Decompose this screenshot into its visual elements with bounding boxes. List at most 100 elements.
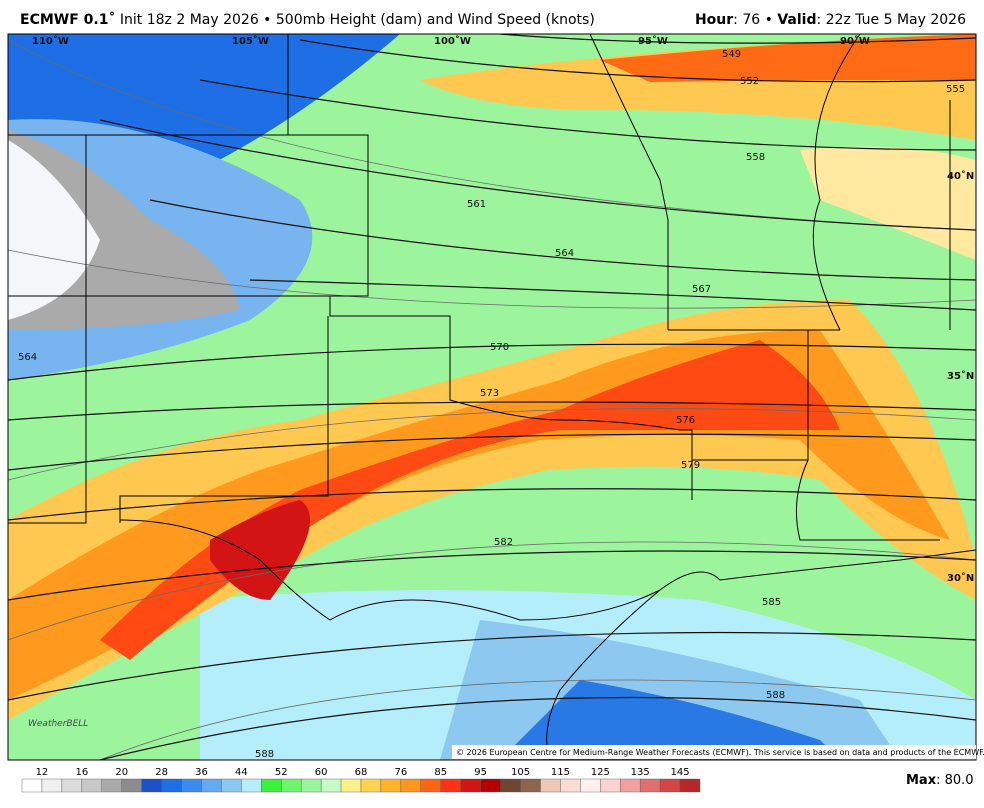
contour-label: 561: [467, 199, 486, 210]
blue3: [500, 680, 840, 760]
longitude-label: 95˚W: [638, 35, 668, 47]
colorbar-swatch: [21, 778, 43, 793]
jet-core: [210, 500, 310, 600]
contour-label: 564: [18, 352, 37, 363]
colorbar-label: 125: [591, 767, 610, 778]
colorbar-swatch: [540, 778, 561, 793]
colorbar-label: 28: [155, 767, 168, 778]
contour-label: 564: [555, 248, 574, 259]
colorbar-swatch: [580, 778, 601, 793]
contour-label: 570: [490, 342, 509, 353]
contour-label: 555: [946, 84, 965, 95]
colorbar-swatch: [360, 778, 382, 793]
valid-label: Valid: [777, 12, 817, 28]
colorbar-label: 16: [75, 767, 88, 778]
colorbar-label: 85: [434, 767, 447, 778]
colorbar-swatch: [161, 778, 182, 793]
borders: [8, 34, 976, 760]
model: ECMWF 0.1˚: [20, 12, 116, 28]
colorbar-swatch: [101, 778, 122, 793]
latitude-label: 35˚N: [947, 370, 974, 382]
colorbar-swatch: [320, 778, 342, 793]
contour-label: 558: [746, 152, 765, 163]
colorbar-swatch: [141, 778, 162, 793]
colorbar-swatch: [440, 778, 461, 793]
colorbar-swatch: [241, 778, 262, 793]
latitude-label: 30˚N: [947, 572, 974, 584]
contour-label: 552: [740, 76, 759, 87]
colorbar-label: 60: [315, 767, 328, 778]
header-left: ECMWF 0.1˚ Init 18z 2 May 2026 • 500mb H…: [20, 12, 595, 28]
colorbar-swatch: [600, 778, 621, 793]
max: Max: 80.0: [906, 773, 974, 788]
colorbar-label: 135: [631, 767, 650, 778]
longitude-label: 90˚W: [840, 35, 870, 47]
colorbar-swatch: [221, 778, 242, 793]
colorbar-swatch: [460, 778, 481, 793]
colorbar-label: 52: [275, 767, 288, 778]
streamline: [8, 541, 976, 641]
contour-label: 573: [480, 388, 499, 399]
colorbar-swatch: [300, 778, 322, 793]
latitude-label: 40˚N: [947, 170, 974, 182]
copyright-bg: [452, 745, 976, 759]
colorbar-swatch: [340, 778, 362, 793]
map-frame: [7, 33, 977, 761]
colorbar-swatch: [81, 778, 102, 793]
contour-label: 549: [722, 49, 741, 60]
hour-label: Hour: [694, 12, 734, 28]
colorbar-swatch: [620, 778, 641, 793]
ne-yellow: [800, 146, 976, 260]
blue2: [8, 34, 100, 120]
colorbar-swatch: [61, 778, 83, 793]
contours: [8, 34, 976, 760]
max-label: Max: [906, 773, 937, 788]
colorbar-swatch: [181, 778, 202, 793]
colorbar-label: 68: [355, 767, 368, 778]
max-value: : 80.0: [936, 773, 973, 788]
colorbar-swatch: [420, 778, 441, 793]
colorbar-label: 76: [395, 767, 408, 778]
colorbar-label: 36: [195, 767, 208, 778]
colorbar-swatch: [480, 778, 501, 793]
colorbar-swatch: [639, 778, 661, 793]
colorbar-label: 12: [36, 767, 49, 778]
colorbar-swatch: [261, 778, 282, 793]
contour-label: 588: [766, 690, 785, 701]
wind-field: [8, 34, 976, 760]
colorbar-swatch: [380, 778, 402, 793]
colorbar-label: 115: [551, 767, 570, 778]
contour-label: 582: [494, 537, 513, 548]
colorbar-swatch: [201, 778, 222, 793]
colorbar-swatch: [659, 778, 681, 793]
contour-label: 567: [692, 284, 711, 295]
colorbar-label: 20: [115, 767, 128, 778]
header-right: Hour: 76 • Valid: 22z Tue 5 May 2026: [695, 12, 966, 28]
colorbar-swatch: [560, 778, 581, 793]
colorbar-swatch: [121, 778, 142, 793]
colorbar-swatch: [520, 778, 541, 793]
hour: : 76 •: [733, 12, 773, 28]
longitude-label: 100˚W: [434, 35, 471, 47]
streamline: [99, 679, 976, 760]
white: [8, 140, 100, 320]
colorbar-swatch: [400, 778, 422, 793]
contour-label: 576: [676, 415, 695, 426]
description: Init 18z 2 May 2026 • 500mb Height (dam)…: [119, 12, 595, 28]
colorbar-label: 44: [235, 767, 248, 778]
colorbar: 12 16 20 28 36 44 52 60 68 76 85 95 105 115 125 135 145: [21, 767, 701, 793]
colorbar-swatch: [500, 778, 521, 793]
colorbar-swatch: [281, 778, 302, 793]
contour-label: 588: [255, 749, 274, 760]
logo: WeatherBELL: [28, 719, 88, 729]
streamline: [8, 408, 976, 481]
valid: : 22z Tue 5 May 2026: [816, 12, 966, 28]
colorbar-label: 105: [511, 767, 530, 778]
longitude-label: 110˚W: [32, 35, 69, 47]
contour-label: 579: [681, 460, 700, 471]
streamline: [8, 39, 976, 231]
jet-red: [100, 340, 840, 660]
colorbar-swatch: [41, 778, 63, 793]
streamline: [8, 249, 976, 309]
